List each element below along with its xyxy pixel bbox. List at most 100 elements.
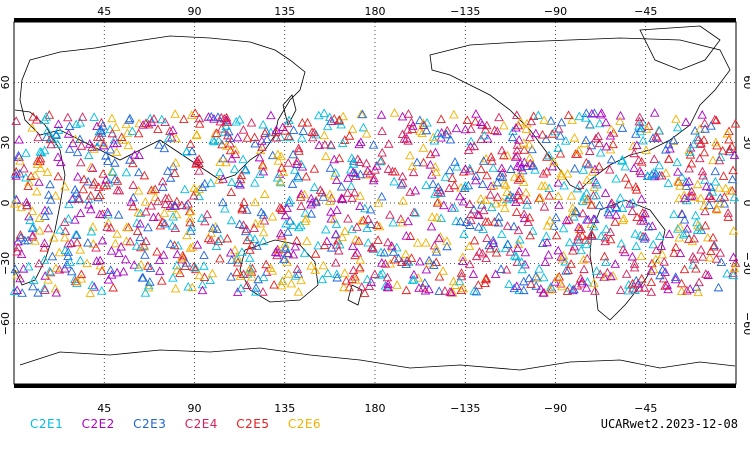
occultation-marker bbox=[684, 176, 694, 186]
occultation-marker bbox=[177, 254, 187, 264]
occultation-marker bbox=[32, 159, 43, 168]
occultation-marker bbox=[703, 270, 713, 279]
occultation-marker bbox=[309, 164, 320, 173]
occultation-marker bbox=[658, 273, 669, 283]
occultation-marker bbox=[145, 263, 156, 272]
occultation-marker bbox=[256, 207, 267, 217]
occultation-marker bbox=[255, 169, 265, 178]
occultation-marker bbox=[73, 171, 83, 181]
occultation-marker bbox=[206, 235, 216, 244]
occultation-marker bbox=[631, 129, 641, 138]
occultation-marker bbox=[133, 128, 144, 138]
occultation-marker bbox=[480, 216, 491, 226]
occultation-marker bbox=[465, 163, 475, 173]
occultation-marker bbox=[229, 164, 240, 173]
occultation-marker bbox=[249, 178, 260, 187]
occultation-marker bbox=[696, 193, 706, 203]
occultation-marker bbox=[96, 125, 106, 135]
occultation-marker bbox=[373, 235, 383, 244]
occultation-marker bbox=[216, 112, 227, 122]
occultation-marker bbox=[507, 132, 518, 142]
occultation-marker bbox=[714, 155, 725, 165]
occultation-marker bbox=[695, 153, 705, 163]
occultation-marker bbox=[88, 239, 99, 248]
occultation-marker bbox=[696, 244, 706, 254]
occultation-marker bbox=[513, 243, 523, 252]
occultation-marker bbox=[372, 220, 382, 230]
occultation-marker bbox=[269, 279, 279, 289]
occultation-marker bbox=[412, 238, 423, 247]
occultation-marker bbox=[605, 227, 616, 236]
occultation-marker bbox=[30, 236, 40, 245]
occultation-marker bbox=[186, 110, 197, 120]
occultation-marker bbox=[72, 276, 82, 285]
occultation-marker bbox=[141, 118, 151, 128]
occultation-marker bbox=[283, 269, 294, 278]
occultation-marker bbox=[108, 167, 118, 176]
x-tick-label-bottom: 180 bbox=[365, 402, 386, 415]
occultation-marker bbox=[512, 161, 523, 170]
occultation-marker bbox=[63, 247, 73, 256]
occultation-marker bbox=[654, 160, 664, 170]
occultation-marker bbox=[334, 115, 345, 124]
occultation-marker bbox=[513, 225, 524, 235]
occultation-marker bbox=[489, 125, 500, 135]
occultation-marker bbox=[675, 222, 685, 231]
occultation-marker bbox=[578, 196, 588, 205]
occultation-marker bbox=[358, 122, 369, 132]
occultation-marker bbox=[302, 117, 313, 127]
occultation-marker bbox=[605, 144, 616, 154]
occultation-marker bbox=[512, 145, 522, 155]
occultation-marker bbox=[728, 226, 739, 235]
occultation-marker bbox=[352, 222, 362, 231]
occultation-marker bbox=[546, 116, 556, 125]
x-tick-label-bottom: 45 bbox=[97, 402, 111, 415]
occultation-marker bbox=[700, 124, 710, 133]
occultation-marker bbox=[648, 168, 659, 177]
occultation-marker bbox=[693, 132, 703, 142]
occultation-marker bbox=[651, 131, 661, 141]
occultation-marker bbox=[168, 211, 178, 221]
occultation-marker bbox=[420, 285, 431, 295]
occultation-marker bbox=[326, 243, 337, 252]
occultation-marker bbox=[50, 283, 61, 293]
occultation-marker bbox=[596, 108, 607, 117]
occultation-marker bbox=[682, 223, 692, 233]
occultation-marker bbox=[110, 158, 120, 167]
occultation-marker bbox=[141, 236, 151, 245]
occultation-marker bbox=[620, 161, 630, 171]
occultation-marker bbox=[237, 203, 247, 212]
occultation-marker bbox=[24, 177, 34, 187]
occultation-marker bbox=[160, 218, 170, 228]
occultation-marker bbox=[158, 250, 169, 259]
occultation-marker bbox=[172, 265, 182, 275]
occultation-marker bbox=[599, 251, 610, 261]
occultation-marker bbox=[396, 179, 406, 189]
occultation-marker bbox=[43, 190, 54, 199]
occultation-marker bbox=[530, 165, 540, 174]
occultation-marker bbox=[594, 200, 605, 210]
occultation-marker bbox=[580, 113, 591, 122]
occultation-marker bbox=[561, 215, 572, 225]
occultation-marker bbox=[669, 248, 679, 257]
occultation-marker bbox=[321, 224, 331, 234]
occultation-marker bbox=[424, 255, 434, 265]
occultation-marker bbox=[708, 155, 718, 165]
occultation-marker bbox=[326, 213, 336, 223]
occultation-marker bbox=[192, 240, 203, 249]
occultation-marker bbox=[576, 224, 586, 233]
occultation-marker bbox=[373, 198, 384, 207]
occultation-marker bbox=[258, 119, 268, 129]
occultation-marker bbox=[31, 114, 42, 124]
occultation-marker bbox=[48, 232, 59, 242]
occultation-marker bbox=[185, 139, 196, 148]
occultation-marker bbox=[112, 267, 122, 277]
occultation-marker bbox=[306, 261, 316, 270]
occultation-marker bbox=[140, 250, 150, 259]
occultation-marker bbox=[681, 117, 691, 126]
occultation-marker bbox=[639, 283, 650, 292]
occultation-marker bbox=[458, 256, 468, 265]
occultation-marker bbox=[474, 222, 484, 231]
occultation-marker bbox=[578, 165, 589, 174]
occultation-marker bbox=[499, 120, 509, 130]
